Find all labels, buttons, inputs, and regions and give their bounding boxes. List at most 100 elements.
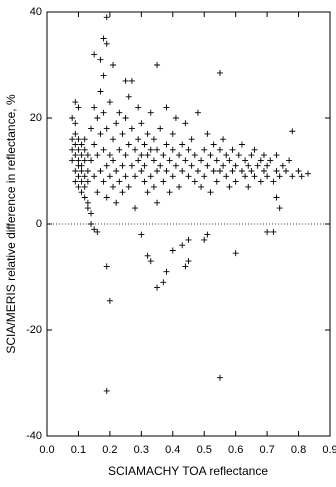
x-axis-label: SCIAMACHY TOA reflectance (108, 464, 268, 478)
point (270, 178, 277, 185)
point (238, 168, 245, 174)
point (176, 183, 183, 190)
point (179, 141, 186, 148)
x-tick-label: 0.7 (259, 444, 274, 456)
point (185, 173, 192, 180)
point (72, 168, 79, 174)
point (270, 228, 277, 235)
point (169, 173, 176, 180)
point (84, 178, 91, 185)
point (88, 210, 95, 217)
point (147, 146, 154, 153)
point (201, 173, 208, 180)
point (119, 162, 126, 169)
point (229, 168, 236, 174)
point (251, 173, 258, 180)
x-tick-label: 0.9 (322, 444, 336, 456)
point (97, 56, 104, 63)
point (84, 168, 91, 174)
point (273, 152, 280, 159)
point (135, 104, 142, 111)
point (176, 152, 183, 159)
x-tick-label: 0.8 (291, 444, 306, 456)
point (163, 141, 170, 148)
point (157, 125, 164, 132)
point (84, 199, 91, 206)
point (204, 162, 211, 169)
point (144, 130, 151, 137)
point (103, 387, 110, 394)
point (110, 157, 117, 164)
point (260, 168, 267, 174)
point (75, 157, 82, 164)
point (135, 157, 142, 164)
point (286, 157, 293, 164)
point (81, 173, 88, 180)
point (97, 168, 104, 174)
point (257, 178, 264, 185)
point (72, 99, 79, 106)
point (242, 157, 249, 164)
x-tick-label: 0.5 (197, 444, 212, 456)
point (103, 125, 110, 132)
point (188, 162, 195, 169)
y-tick-label: 40 (30, 6, 42, 18)
point (163, 268, 170, 275)
y-tick-label: -20 (26, 324, 42, 336)
point (172, 162, 179, 169)
point (100, 178, 107, 185)
point (182, 120, 189, 127)
point (113, 199, 120, 206)
point (185, 146, 192, 153)
point (94, 228, 101, 235)
point (257, 157, 264, 164)
point (198, 183, 205, 190)
point (78, 152, 85, 159)
point (289, 128, 296, 135)
point (204, 231, 211, 238)
point (254, 162, 261, 169)
point (122, 115, 129, 121)
point (201, 146, 208, 153)
point (210, 141, 217, 148)
point (185, 258, 192, 265)
point (75, 183, 82, 190)
point (276, 173, 283, 180)
point (113, 168, 120, 174)
point (220, 162, 227, 169)
point (122, 173, 129, 180)
point (179, 242, 186, 249)
point (160, 178, 167, 185)
point (223, 173, 230, 180)
point (201, 236, 208, 243)
point (75, 146, 82, 153)
point (72, 120, 79, 127)
point (166, 189, 173, 196)
point (264, 173, 271, 180)
point (91, 226, 98, 233)
point (182, 263, 189, 270)
point (91, 51, 98, 58)
point (116, 146, 123, 153)
point (169, 146, 176, 153)
point (75, 173, 82, 180)
point (194, 168, 201, 174)
point (289, 173, 296, 180)
point (267, 157, 274, 164)
point (273, 194, 280, 201)
point (245, 183, 252, 190)
y-tick-label: -40 (26, 430, 42, 442)
point (157, 162, 164, 169)
point (84, 152, 91, 159)
point (81, 194, 88, 201)
point (260, 152, 267, 159)
point (81, 136, 88, 143)
point (78, 168, 85, 174)
point (194, 109, 201, 116)
point (122, 77, 129, 84)
x-tick-label: 0.0 (39, 444, 54, 456)
point (91, 173, 98, 180)
x-tick-label: 0.2 (102, 444, 117, 456)
point (72, 141, 79, 148)
point (154, 168, 161, 174)
